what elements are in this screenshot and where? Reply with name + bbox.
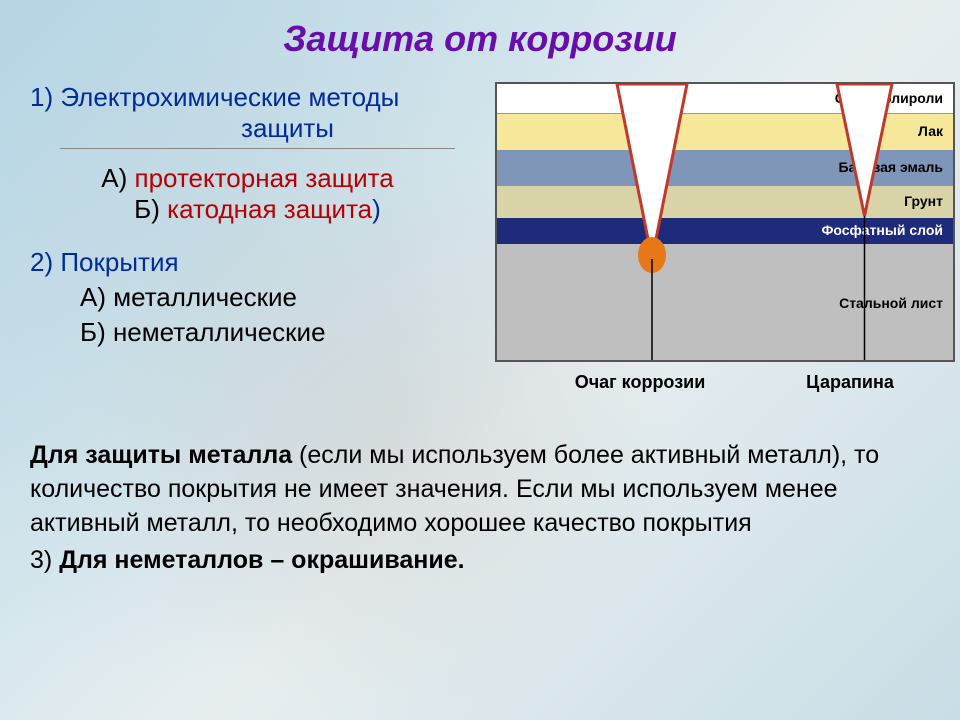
section-1-line2: защиты — [30, 113, 485, 144]
section-1-number: 1) — [30, 82, 53, 112]
pit-0 — [617, 84, 687, 259]
divider — [60, 148, 455, 149]
section-2-sub-b: Б) неметаллические — [30, 317, 485, 348]
body-paragraph: Для защиты металла (если мы используем б… — [30, 439, 930, 540]
label-corrosion: Очаг коррозии — [495, 372, 745, 393]
section-2-heading: 2) Покрытия — [30, 247, 485, 278]
sub-b-close: ) — [372, 194, 381, 224]
sub-a-text: протекторная защита — [135, 163, 394, 193]
section-3-bold: Для неметаллов — [59, 546, 263, 574]
sub-b-label: Б) — [134, 194, 160, 224]
slide-title: Защита от коррозии — [30, 18, 930, 60]
section-2-sub-a: А) металлические — [30, 282, 485, 313]
section-1-line1: Электрохимические методы — [60, 82, 399, 112]
section-1-sub-b: Б) катодная защита) — [30, 194, 485, 225]
diagram-column: Слой полиролиЛакБазовая эмальГрунтФосфат… — [495, 82, 955, 393]
section-2: 2) Покрытия А) металлические Б) неметалл… — [30, 247, 485, 348]
text-column: 1) Электрохимические методы защиты А) пр… — [30, 82, 485, 393]
section-3-rest: – окрашивание. — [263, 546, 464, 574]
sub-a-label: А) — [101, 163, 127, 193]
paragraph-bold: Для защиты металла — [30, 441, 292, 469]
section-1-heading: 1) Электрохимические методы защиты — [30, 82, 485, 144]
section-2-number: 2) — [30, 247, 53, 277]
coating-diagram: Слой полиролиЛакБазовая эмальГрунтФосфат… — [495, 82, 955, 362]
pit-overlay — [497, 84, 955, 362]
section-2-text: Покрытия — [60, 247, 178, 277]
section-1-sub-a: А) протекторная защита — [10, 163, 485, 194]
label-scratch: Царапина — [745, 372, 955, 393]
diagram-bottom-labels: Очаг коррозии Царапина — [495, 372, 955, 393]
section-3: 3) Для неметаллов – окрашивание. — [30, 546, 930, 575]
pit-1 — [837, 84, 892, 216]
sub-b-text: катодная защита — [167, 194, 372, 224]
section-3-number: 3) — [30, 546, 52, 574]
